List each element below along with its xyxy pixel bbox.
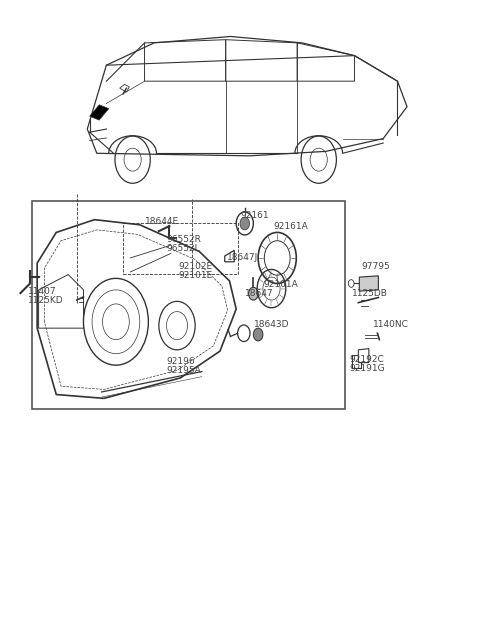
Text: 1125DB: 1125DB (352, 288, 388, 297)
Text: 92192C: 92192C (350, 355, 384, 364)
Text: 92161: 92161 (240, 211, 269, 220)
Text: 18647: 18647 (245, 288, 274, 297)
Text: 18644E: 18644E (144, 217, 179, 226)
Text: 18643D: 18643D (254, 320, 290, 329)
Text: 92161A: 92161A (274, 222, 308, 231)
Circle shape (253, 328, 263, 341)
Text: 92102E: 92102E (178, 262, 212, 271)
Bar (33, 201, 345, 408)
Text: 96552R: 96552R (166, 235, 201, 244)
Text: 11407: 11407 (28, 287, 56, 296)
Text: 18647J: 18647J (227, 253, 258, 262)
Circle shape (249, 287, 258, 300)
Text: 92196: 92196 (166, 358, 195, 367)
Text: 96552L: 96552L (166, 244, 200, 253)
Text: 92191G: 92191G (350, 364, 385, 373)
Text: 97795: 97795 (362, 262, 390, 271)
Text: 1125KD: 1125KD (28, 296, 63, 305)
Bar (123, 223, 238, 274)
Polygon shape (90, 104, 109, 120)
Polygon shape (360, 276, 378, 291)
Text: 92161A: 92161A (263, 279, 298, 288)
Circle shape (240, 217, 250, 230)
Text: 92101E: 92101E (178, 271, 212, 279)
Text: 92195A: 92195A (166, 367, 201, 376)
Text: 1140NC: 1140NC (372, 320, 408, 329)
